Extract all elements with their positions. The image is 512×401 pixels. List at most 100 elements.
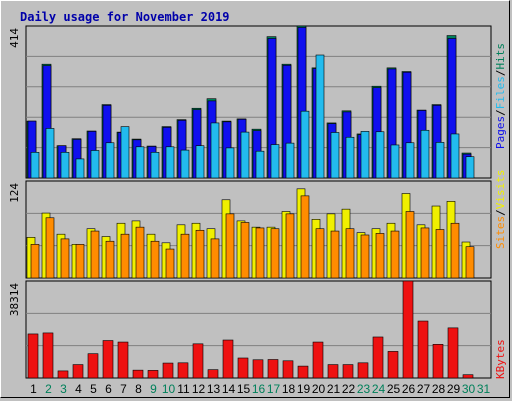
bar-sites-day-22 xyxy=(345,228,355,279)
bar-files-day-10 xyxy=(165,146,175,179)
x-tick-day-9: 9 xyxy=(150,382,157,396)
x-tick-day-10: 10 xyxy=(162,382,176,396)
bar-kbytes-day-3 xyxy=(57,370,69,379)
bar-files-day-18 xyxy=(285,142,295,179)
bar-files-day-6 xyxy=(105,142,115,179)
bar-sites-day-11 xyxy=(180,233,190,279)
bar-files-day-22 xyxy=(345,136,355,179)
bar-files-day-12 xyxy=(195,145,205,179)
ymax-label-kbytes: 38314 xyxy=(8,283,21,316)
bar-sites-day-16 xyxy=(255,227,265,279)
bar-files-day-20 xyxy=(315,54,325,179)
bar-files-day-27 xyxy=(420,129,430,179)
bar-sites-day-21 xyxy=(330,230,340,279)
bar-files-day-3 xyxy=(60,151,70,179)
bar-sites-day-30 xyxy=(465,246,475,279)
x-tick-day-15: 15 xyxy=(237,382,251,396)
bar-kbytes-day-11 xyxy=(177,362,189,379)
bar-files-day-25 xyxy=(390,144,400,179)
bar-kbytes-day-16 xyxy=(252,359,264,379)
x-tick-day-22: 22 xyxy=(342,382,356,396)
x-tick-day-14: 14 xyxy=(222,382,236,396)
bar-files-day-15 xyxy=(240,131,250,179)
bar-kbytes-day-23 xyxy=(357,362,369,379)
bar-files-day-19 xyxy=(300,110,310,179)
bar-files-day-30 xyxy=(465,156,475,179)
bar-files-day-2 xyxy=(45,128,55,179)
side-label-part: / xyxy=(494,70,507,77)
side-label-visits_sites: Sites/Visits xyxy=(494,170,507,250)
bar-kbytes-day-21 xyxy=(327,364,339,379)
side-label-part: KBytes xyxy=(494,339,507,379)
bar-kbytes-day-15 xyxy=(237,357,249,379)
bar-kbytes-day-25 xyxy=(387,351,399,379)
side-label-part: / xyxy=(494,109,507,116)
bar-kbytes-day-13 xyxy=(207,369,219,379)
bar-sites-day-5 xyxy=(90,230,100,279)
bar-files-day-16 xyxy=(255,150,265,179)
side-label-part: Pages xyxy=(494,116,507,149)
x-tick-day-11: 11 xyxy=(177,382,190,396)
bar-sites-day-25 xyxy=(390,230,400,279)
x-tick-day-1: 1 xyxy=(30,382,37,396)
bar-kbytes-day-5 xyxy=(87,353,99,379)
bar-kbytes-day-6 xyxy=(102,340,114,379)
x-tick-day-31: 31 xyxy=(477,382,491,396)
bar-sites-day-20 xyxy=(315,228,325,279)
x-tick-day-7: 7 xyxy=(120,382,127,396)
bar-sites-day-2 xyxy=(45,217,55,279)
side-label-part: Hits xyxy=(494,43,507,70)
bar-files-day-8 xyxy=(135,146,145,179)
bar-sites-day-23 xyxy=(360,234,370,279)
x-tick-day-17: 17 xyxy=(267,382,281,396)
bar-kbytes-day-14 xyxy=(222,339,234,379)
bar-sites-day-27 xyxy=(420,227,430,279)
bar-files-day-1 xyxy=(30,151,40,179)
ymax-label-visits_sites: 124 xyxy=(8,183,21,203)
bar-sites-day-18 xyxy=(285,213,295,279)
bar-files-day-21 xyxy=(330,132,340,179)
x-tick-day-28: 28 xyxy=(432,382,446,396)
bar-files-day-13 xyxy=(210,122,220,179)
bar-kbytes-day-9 xyxy=(147,370,159,379)
bar-sites-day-10 xyxy=(165,248,175,279)
bar-sites-day-15 xyxy=(240,222,250,279)
bar-sites-day-9 xyxy=(150,240,160,279)
bar-kbytes-day-17 xyxy=(267,359,279,379)
x-tick-day-12: 12 xyxy=(192,382,206,396)
x-tick-day-2: 2 xyxy=(45,382,52,396)
bar-files-day-4 xyxy=(75,158,85,179)
bar-kbytes-day-18 xyxy=(282,360,294,379)
bar-sites-day-3 xyxy=(60,238,70,279)
x-tick-day-24: 24 xyxy=(372,382,386,396)
bar-sites-day-7 xyxy=(120,233,130,279)
bar-files-day-11 xyxy=(180,149,190,179)
chart-title: Daily usage for November 2019 xyxy=(20,10,230,24)
x-tick-day-3: 3 xyxy=(60,382,67,396)
x-tick-day-6: 6 xyxy=(105,382,112,396)
bar-kbytes-day-4 xyxy=(72,364,84,379)
bar-kbytes-day-19 xyxy=(297,365,309,379)
bar-kbytes-day-27 xyxy=(417,320,429,379)
x-tick-day-16: 16 xyxy=(252,382,266,396)
bar-sites-day-14 xyxy=(225,213,235,279)
x-tick-day-4: 4 xyxy=(75,382,82,396)
side-label-part: / xyxy=(494,209,507,216)
bar-sites-day-13 xyxy=(210,238,220,279)
bar-files-day-9 xyxy=(150,151,160,179)
bar-files-day-26 xyxy=(405,142,415,179)
bar-sites-day-4 xyxy=(75,244,85,279)
bar-kbytes-day-24 xyxy=(372,336,384,379)
side-label-part: Visits xyxy=(494,170,507,210)
x-tick-day-20: 20 xyxy=(312,382,326,396)
ymax-label-hits_files_pages: 414 xyxy=(8,28,21,48)
bar-kbytes-day-20 xyxy=(312,341,324,379)
bar-kbytes-day-2 xyxy=(42,332,54,379)
bar-kbytes-day-8 xyxy=(132,369,144,379)
bar-sites-day-17 xyxy=(270,228,280,279)
bar-files-day-7 xyxy=(120,126,130,179)
bar-sites-day-28 xyxy=(435,229,445,279)
bar-sites-day-1 xyxy=(30,244,40,279)
